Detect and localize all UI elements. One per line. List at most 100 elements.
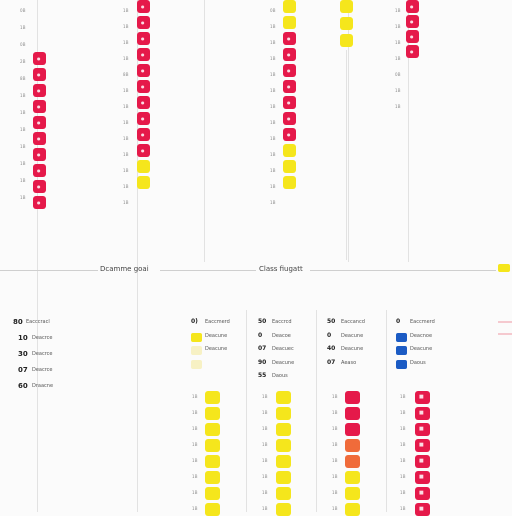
heatmap-cell[interactable]: [276, 439, 291, 452]
heatmap-cell[interactable]: [345, 487, 360, 500]
heatmap-cell[interactable]: [205, 439, 220, 452]
cell-dot-icon: ●: [37, 136, 41, 141]
heatmap-cell[interactable]: [345, 471, 360, 484]
heatmap-cell[interactable]: ●: [406, 0, 419, 13]
heatmap-cell[interactable]: ●: [406, 15, 419, 28]
heatmap-cell[interactable]: ●: [283, 128, 296, 141]
heatmap-cell[interactable]: ■: [415, 407, 430, 420]
axis-tick-label: 1B: [262, 442, 268, 447]
heatmap-cell[interactable]: [205, 423, 220, 436]
cell-dot-icon: ●: [287, 52, 291, 57]
heatmap-cell[interactable]: [283, 176, 296, 189]
axis-tick-label: 1B: [20, 127, 26, 132]
heatmap-cell[interactable]: ●: [33, 196, 46, 209]
heatmap-cell[interactable]: [283, 0, 296, 13]
heatmap-cell[interactable]: [340, 34, 353, 47]
heatmap-cell[interactable]: [345, 407, 360, 420]
heatmap-cell[interactable]: [283, 144, 296, 157]
heatmap-cell[interactable]: ●: [33, 116, 46, 129]
heatmap-cell[interactable]: [345, 423, 360, 436]
heatmap-cell[interactable]: ●: [137, 0, 150, 13]
axis-tick-label: 1B: [262, 394, 268, 399]
heatmap-cell[interactable]: ●: [137, 48, 150, 61]
heatmap-cell[interactable]: [345, 439, 360, 452]
heatmap-cell[interactable]: ●: [137, 128, 150, 141]
heatmap-cell[interactable]: ●: [283, 64, 296, 77]
heatmap-cell[interactable]: [345, 391, 360, 404]
heatmap-cell[interactable]: ■: [415, 487, 430, 500]
heatmap-cell[interactable]: ●: [137, 64, 150, 77]
axis-tick-label: 1B: [123, 136, 129, 141]
heatmap-cell[interactable]: [205, 407, 220, 420]
heatmap-cell[interactable]: [345, 503, 360, 516]
heatmap-cell[interactable]: ■: [415, 391, 430, 404]
cell-dot-icon: ●: [37, 168, 41, 173]
legend-label: Daous: [272, 373, 288, 379]
axis-tick-label: 1B: [332, 394, 338, 399]
legend-label: Deacune: [410, 346, 433, 352]
heatmap-cell[interactable]: ●: [137, 80, 150, 93]
heatmap-cell[interactable]: ■: [415, 439, 430, 452]
heatmap-cell[interactable]: [276, 503, 291, 516]
heatmap-cell[interactable]: ●: [137, 96, 150, 109]
heatmap-cell[interactable]: [276, 407, 291, 420]
heatmap-cell[interactable]: ●: [33, 84, 46, 97]
grid-line: [37, 0, 38, 512]
heatmap-cell[interactable]: [276, 455, 291, 468]
heatmap-cell[interactable]: ■: [415, 423, 430, 436]
heatmap-cell[interactable]: ■: [415, 455, 430, 468]
heatmap-cell[interactable]: [283, 160, 296, 173]
heatmap-cell[interactable]: [340, 0, 353, 13]
grid-line: [204, 0, 205, 262]
heatmap-cell[interactable]: ●: [33, 52, 46, 65]
heatmap-cell[interactable]: ●: [283, 32, 296, 45]
cell-dot-icon: ●: [37, 200, 41, 205]
heatmap-cell[interactable]: [340, 17, 353, 30]
heatmap-cell[interactable]: ●: [283, 80, 296, 93]
heatmap-cell[interactable]: [205, 487, 220, 500]
heatmap-cell[interactable]: ●: [283, 96, 296, 109]
heatmap-cell[interactable]: ■: [415, 503, 430, 516]
legend-swatch: [191, 346, 202, 355]
legend-value: 80: [13, 318, 23, 326]
cell-dot-icon: ●: [287, 132, 291, 137]
heatmap-cell[interactable]: ●: [33, 132, 46, 145]
heatmap-cell[interactable]: [283, 16, 296, 29]
cell-dot-icon: ●: [37, 184, 41, 189]
heatmap-cell[interactable]: [345, 455, 360, 468]
heatmap-cell[interactable]: [276, 423, 291, 436]
heatmap-cell[interactable]: ●: [137, 144, 150, 157]
heatmap-cell[interactable]: [205, 471, 220, 484]
heatmap-cell[interactable]: [205, 455, 220, 468]
cell-dot-icon: ●: [141, 100, 145, 105]
heatmap-cell[interactable]: [276, 487, 291, 500]
heatmap-cell[interactable]: ●: [406, 30, 419, 43]
heatmap-cell[interactable]: [137, 176, 150, 189]
heatmap-cell[interactable]: ●: [33, 148, 46, 161]
heatmap-cell[interactable]: ●: [137, 32, 150, 45]
heatmap-cell[interactable]: [205, 391, 220, 404]
axis-tick-label: 1B: [270, 56, 276, 61]
cell-dot-icon: ●: [141, 52, 145, 57]
heatmap-cell[interactable]: ●: [33, 68, 46, 81]
heatmap-cell[interactable]: [276, 391, 291, 404]
heatmap-cell[interactable]: ●: [137, 16, 150, 29]
heatmap-cell[interactable]: ●: [283, 112, 296, 125]
heatmap-cell[interactable]: ●: [283, 48, 296, 61]
heatmap-cell[interactable]: ●: [406, 45, 419, 58]
heatmap-cell[interactable]: ■: [415, 471, 430, 484]
heatmap-cell[interactable]: [205, 503, 220, 516]
cell-dot-icon: ●: [410, 4, 414, 9]
axis-tick-label: 1B: [395, 8, 401, 13]
axis-tick-label: 1B: [192, 410, 198, 415]
axis-tick-label: 1B: [192, 458, 198, 463]
heatmap-cell[interactable]: ●: [137, 112, 150, 125]
cell-dot-icon: ●: [141, 4, 145, 9]
heatmap-cell[interactable]: ●: [33, 180, 46, 193]
heatmap-cell[interactable]: [276, 471, 291, 484]
grid-line: [246, 310, 247, 512]
heatmap-cell[interactable]: ●: [33, 164, 46, 177]
heatmap-cell[interactable]: ●: [33, 100, 46, 113]
heatmap-cell[interactable]: [137, 160, 150, 173]
axis-tick-label: 8B: [123, 72, 129, 77]
